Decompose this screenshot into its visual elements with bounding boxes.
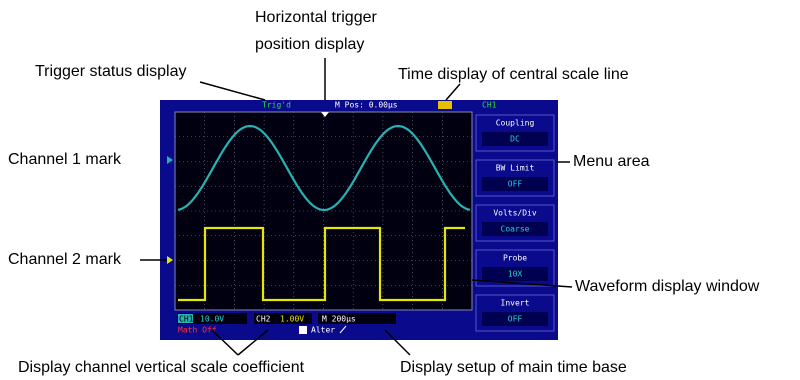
menu-value: DC [510,135,520,144]
menu: Coupling DC BW Limit OFF Volts/Div Coarse Prob… [476,115,554,331]
menu-label: BW Limit [496,164,535,173]
menu-value: OFF [508,180,523,189]
annotation: Time display of central scale line [398,66,629,83]
leader-line [446,84,460,100]
ch1-name: CH1 [179,315,194,324]
diagram: Trig'd M Pos: 0.00µs CH1 Coupling DC BW Li… [0,0,800,380]
ch2-name: CH2 [256,315,271,324]
timebase: M 200µs [322,315,356,324]
menu-value: 10X [508,270,523,279]
menu-label: Volts/Div [493,209,537,218]
annotation: position display [255,36,364,53]
menu-value: Coarse [501,225,530,234]
trigger-status: Trig'd [262,101,291,110]
trigger-tag [299,326,307,334]
annotation: Channel 2 mark [8,251,122,268]
ch1-scale: 10.0V [200,315,224,324]
page: Trig'd M Pos: 0.00µs CH1 Coupling DC BW Li… [0,0,800,380]
channel-indicator: CH1 [482,101,497,110]
ch2-scale: 1.00V [280,315,304,324]
annotation: Display channel vertical scale coefficie… [18,359,305,376]
annotation: Waveform display window [575,278,760,295]
menu-label: Invert [501,299,530,308]
menu-label: Probe [503,254,527,263]
trigger-icon [438,101,452,109]
math: Math Off [178,326,217,335]
menu-label: Coupling [496,119,535,128]
annotation: Menu area [573,153,650,170]
annotation: Channel 1 mark [8,151,122,168]
annotation: Display setup of main time base [400,359,627,376]
annotation: Horizontal trigger [255,9,378,26]
annotation: Trigger status display [35,63,186,80]
mpos: M Pos: 0.00µs [335,101,398,110]
menu-value: OFF [508,315,523,324]
leader-line [200,82,265,100]
trigger-mode: Alter [311,326,335,335]
